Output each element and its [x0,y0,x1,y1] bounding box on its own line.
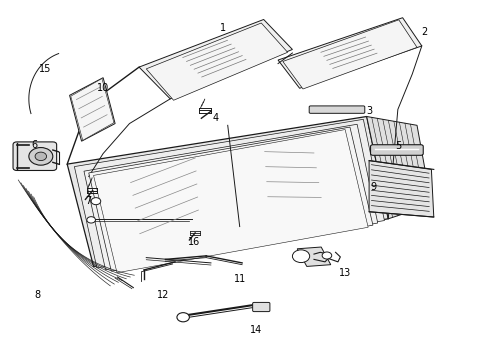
Polygon shape [366,117,430,219]
Text: 8: 8 [34,290,41,300]
Circle shape [35,152,46,161]
Text: 6: 6 [31,140,38,150]
Circle shape [292,250,309,262]
Text: 12: 12 [157,290,169,300]
Polygon shape [282,20,416,89]
Circle shape [177,312,189,322]
Text: 9: 9 [370,182,376,192]
Text: 13: 13 [338,269,350,279]
Polygon shape [278,18,421,88]
Text: 16: 16 [188,237,200,247]
FancyBboxPatch shape [370,145,423,155]
Text: 3: 3 [366,106,371,116]
Text: 14: 14 [250,325,262,335]
Text: 7: 7 [85,196,92,206]
Text: 11: 11 [233,274,245,284]
FancyBboxPatch shape [252,302,269,312]
Polygon shape [67,117,387,266]
Circle shape [87,217,95,223]
Text: 15: 15 [40,64,52,74]
Text: 4: 4 [212,113,218,123]
Text: 10: 10 [97,83,109,93]
Circle shape [322,252,331,259]
Circle shape [29,148,53,165]
Polygon shape [69,78,115,141]
Polygon shape [84,124,377,270]
Circle shape [91,198,101,205]
Text: 5: 5 [394,141,400,152]
Polygon shape [368,161,433,217]
Polygon shape [74,119,384,268]
Polygon shape [146,23,287,100]
Text: 2: 2 [420,27,427,37]
FancyBboxPatch shape [308,106,364,113]
Polygon shape [93,130,367,273]
FancyBboxPatch shape [13,142,57,171]
Polygon shape [71,78,114,140]
Polygon shape [139,19,292,99]
Polygon shape [297,247,330,266]
Text: 1: 1 [220,23,225,33]
Polygon shape [89,127,372,271]
